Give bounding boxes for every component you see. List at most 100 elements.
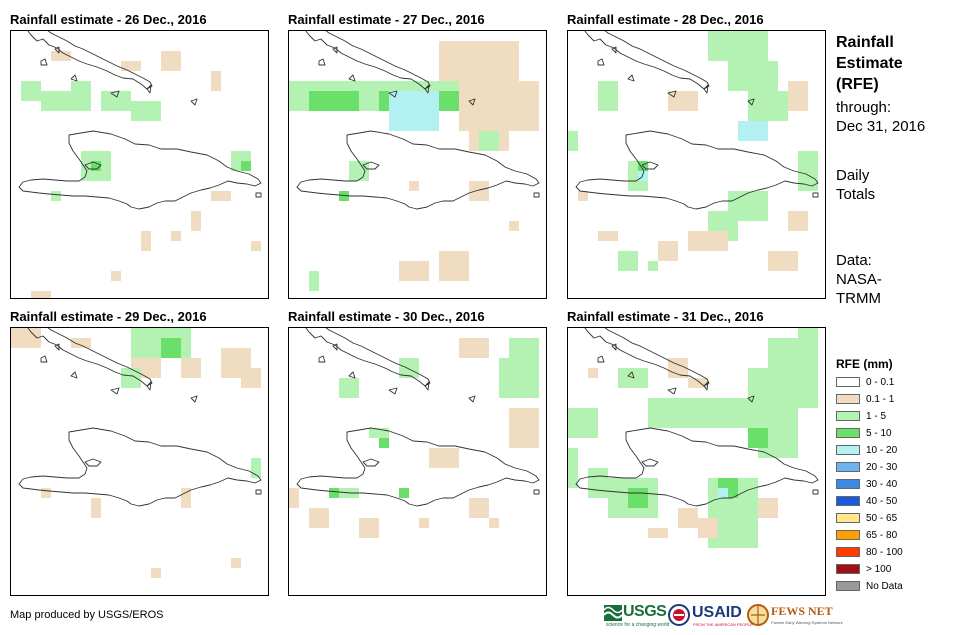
- rainfall-cell: [131, 348, 141, 358]
- rainfall-cell: [519, 408, 529, 418]
- rainfall-cell: [718, 478, 728, 488]
- island-coastline: [533, 192, 540, 198]
- island-coastline: [84, 161, 102, 170]
- map-title-line: (RFE): [836, 76, 879, 93]
- rainfall-cell: [329, 101, 339, 111]
- rainfall-cell: [778, 348, 788, 358]
- rainfall-cell: [778, 388, 788, 398]
- legend-swatch: [836, 479, 860, 489]
- rainfall-cell: [211, 191, 221, 201]
- rainfall-cell: [638, 478, 648, 488]
- legend-swatch: [836, 462, 860, 472]
- rainfall-cell: [758, 378, 768, 388]
- rainfall-cell: [479, 121, 489, 131]
- rainfall-cell: [768, 438, 778, 448]
- rainfall-cell: [141, 231, 151, 241]
- rainfall-cell: [141, 348, 151, 358]
- rainfall-cell: [419, 101, 429, 111]
- rainfall-cell: [718, 528, 728, 538]
- rainfall-cell: [708, 211, 718, 221]
- rainfall-cell: [469, 508, 479, 518]
- rainfall-cell: [638, 508, 648, 518]
- map-panel-6: [567, 327, 826, 596]
- rainfall-cell: [449, 91, 459, 101]
- data-source-line: NASA-: [836, 271, 882, 288]
- rainfall-cell: [788, 358, 798, 368]
- rainfall-cell: [489, 101, 499, 111]
- rainfall-cell: [141, 101, 151, 111]
- rainfall-cell: [728, 201, 738, 211]
- rainfall-cell: [768, 61, 778, 71]
- rainfall-cell: [748, 498, 758, 508]
- fewsnet-wordmark: FEWS NET: [771, 604, 833, 618]
- rainfall-cell: [41, 91, 51, 101]
- rainfall-cell: [141, 358, 151, 368]
- rainfall-cell: [738, 528, 748, 538]
- rainfall-cell: [469, 181, 479, 191]
- hispaniola-coastline: [575, 427, 819, 507]
- rainfall-cell: [798, 378, 808, 388]
- rainfall-cell: [758, 448, 768, 458]
- rainfall-cell: [91, 508, 101, 518]
- rainfall-cell: [449, 261, 459, 271]
- rainfall-cell: [768, 498, 778, 508]
- rainfall-cell: [499, 388, 509, 398]
- rainfall-cell: [439, 41, 449, 51]
- rainfall-cell: [419, 261, 429, 271]
- rainfall-cell: [648, 418, 658, 428]
- rainfall-cell: [658, 418, 668, 428]
- rainfall-cell: [718, 231, 728, 241]
- rainfall-cell: [738, 408, 748, 418]
- rainfall-cell: [778, 338, 788, 348]
- rainfall-cell: [171, 328, 181, 338]
- rainfall-cell: [688, 91, 698, 101]
- rainfall-cell: [738, 478, 748, 488]
- rainfall-cell: [479, 61, 489, 71]
- island-coastline: [703, 84, 709, 94]
- rainfall-cell: [299, 101, 309, 111]
- rainfall-cell: [429, 81, 439, 91]
- rainfall-cell: [399, 271, 409, 281]
- rainfall-cell: [519, 438, 529, 448]
- rainfall-cell: [349, 81, 359, 91]
- rainfall-cell: [51, 51, 61, 61]
- rainfall-cell: [748, 518, 758, 528]
- rainfall-cell: [81, 101, 91, 111]
- rainfall-cell: [808, 171, 818, 181]
- rainfall-cell: [101, 91, 111, 101]
- rainfall-cell: [768, 508, 778, 518]
- rainfall-cell: [171, 348, 181, 358]
- rainfall-cell: [519, 418, 529, 428]
- rainfall-cell: [808, 378, 818, 388]
- rainfall-cell: [21, 328, 31, 338]
- rainfall-cell: [479, 181, 489, 191]
- rainfall-cell: [409, 271, 419, 281]
- rainfall-cell: [469, 131, 479, 141]
- rainfall-cell: [778, 368, 788, 378]
- rainfall-cell: [718, 518, 728, 528]
- rainfall-cell: [499, 141, 509, 151]
- rainfall-cell: [688, 231, 698, 241]
- rainfall-cell: [509, 121, 519, 131]
- rainfall-cell: [648, 508, 658, 518]
- rainfall-cell: [251, 241, 261, 251]
- rainfall-cell: [31, 328, 41, 338]
- rainfall-cell: [738, 418, 748, 428]
- island-coastline: [54, 343, 60, 351]
- rainfall-cell: [768, 348, 778, 358]
- rainfall-cell: [479, 41, 489, 51]
- rainfall-cell: [568, 428, 578, 438]
- fewsnet-tagline: Famine Early Warning Systems Network: [771, 620, 843, 625]
- rainfall-cell: [231, 358, 241, 368]
- rainfall-cell: [768, 338, 778, 348]
- rainfall-cell: [708, 418, 718, 428]
- rainfall-cell: [211, 81, 221, 91]
- rainfall-cell: [748, 528, 758, 538]
- fewsnet-logo: FEWS NET Famine Early Warning Systems Ne…: [747, 602, 843, 630]
- rainfall-cell: [519, 81, 529, 91]
- rainfall-cell: [798, 171, 808, 181]
- rainfall-cell: [399, 368, 409, 378]
- rainfall-cell: [728, 81, 738, 91]
- rainfall-cell: [529, 378, 539, 388]
- rainfall-cell: [221, 358, 231, 368]
